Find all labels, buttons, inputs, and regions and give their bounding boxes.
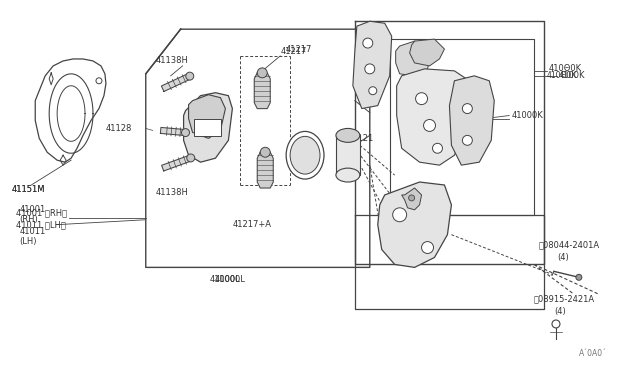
- Polygon shape: [162, 155, 192, 171]
- Polygon shape: [257, 152, 273, 188]
- Circle shape: [187, 154, 195, 162]
- Polygon shape: [184, 93, 232, 162]
- Polygon shape: [396, 41, 431, 76]
- Text: 41000K: 41000K: [511, 111, 543, 120]
- Text: 41000L: 41000L: [215, 275, 246, 284]
- Circle shape: [365, 64, 375, 74]
- Text: (RH): (RH): [19, 215, 38, 224]
- Circle shape: [182, 129, 189, 137]
- Circle shape: [552, 320, 560, 328]
- Polygon shape: [397, 69, 469, 165]
- Circle shape: [576, 274, 582, 280]
- Polygon shape: [189, 95, 225, 138]
- Text: Ⓑ08044-2401A: Ⓑ08044-2401A: [539, 240, 600, 249]
- Text: 41011 〈LH〉: 41011 〈LH〉: [17, 220, 66, 229]
- Text: (4): (4): [554, 307, 566, 315]
- Circle shape: [415, 93, 428, 105]
- Text: 41151M: 41151M: [12, 186, 45, 195]
- FancyBboxPatch shape: [193, 119, 221, 137]
- Polygon shape: [449, 76, 494, 165]
- Text: 41151M: 41151M: [12, 186, 45, 195]
- Text: 410Θ0K: 410Θ0K: [549, 64, 582, 73]
- Text: 41000L: 41000L: [210, 275, 241, 284]
- Circle shape: [422, 241, 433, 253]
- Polygon shape: [353, 21, 392, 109]
- Ellipse shape: [336, 168, 360, 182]
- Polygon shape: [161, 73, 191, 92]
- Text: 41001 〈RH〉: 41001 〈RH〉: [17, 208, 67, 217]
- Circle shape: [96, 78, 102, 84]
- Text: 41121: 41121: [348, 134, 374, 143]
- Text: 41138H: 41138H: [156, 189, 189, 198]
- Circle shape: [260, 147, 270, 157]
- Circle shape: [408, 195, 415, 201]
- Circle shape: [369, 87, 377, 95]
- Polygon shape: [378, 182, 451, 267]
- Circle shape: [424, 119, 435, 131]
- Text: Ⓜ08915-2421A: Ⓜ08915-2421A: [534, 295, 595, 304]
- Ellipse shape: [290, 137, 320, 174]
- Ellipse shape: [336, 128, 360, 142]
- Text: 41217: 41217: [285, 45, 312, 54]
- Text: (LH): (LH): [19, 237, 37, 246]
- Circle shape: [433, 143, 442, 153]
- Polygon shape: [254, 73, 270, 109]
- Ellipse shape: [286, 131, 324, 179]
- Circle shape: [186, 72, 194, 80]
- Text: 41217: 41217: [280, 46, 307, 55]
- Text: 41138H: 41138H: [156, 57, 189, 65]
- Polygon shape: [402, 188, 422, 210]
- Text: 41128: 41128: [106, 124, 132, 133]
- Circle shape: [257, 68, 268, 78]
- Circle shape: [462, 135, 472, 145]
- Text: 410Θ0K: 410Θ0K: [547, 71, 577, 80]
- Polygon shape: [161, 128, 186, 135]
- Text: A´0A0´: A´0A0´: [579, 349, 607, 358]
- Polygon shape: [336, 135, 360, 175]
- Circle shape: [462, 104, 472, 113]
- Polygon shape: [410, 39, 444, 66]
- Text: 41217+A: 41217+A: [232, 220, 271, 229]
- Text: 41011: 41011: [19, 227, 45, 236]
- Text: 4100K: 4100K: [559, 71, 586, 80]
- Circle shape: [363, 38, 372, 48]
- Circle shape: [393, 208, 406, 222]
- Text: 41001: 41001: [19, 205, 45, 214]
- Text: (4): (4): [557, 253, 569, 262]
